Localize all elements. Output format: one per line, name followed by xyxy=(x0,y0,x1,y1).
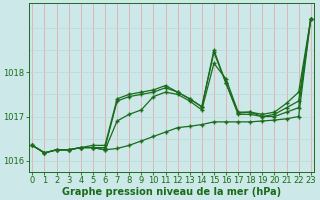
X-axis label: Graphe pression niveau de la mer (hPa): Graphe pression niveau de la mer (hPa) xyxy=(62,187,281,197)
